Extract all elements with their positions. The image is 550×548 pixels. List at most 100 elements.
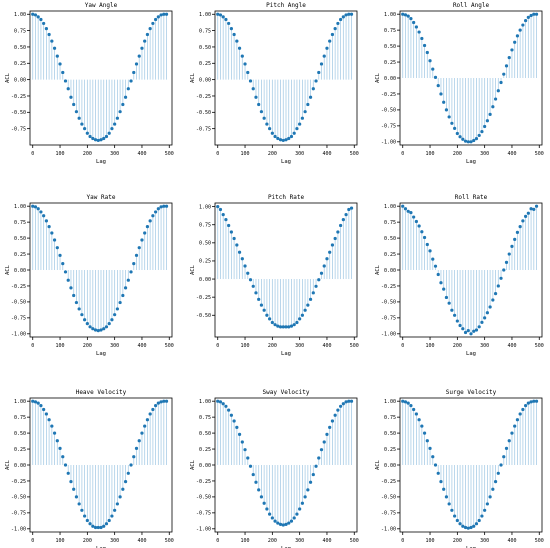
heave-velocity-point xyxy=(143,424,147,428)
yaw-angle-point xyxy=(148,27,152,31)
heave-velocity-ytick-label: 0.75 xyxy=(14,415,26,421)
sway-velocity-ylabel: ACL xyxy=(190,459,196,470)
yaw-rate-point xyxy=(50,231,54,235)
surge-velocity-ytick-label: -0.75 xyxy=(381,511,396,517)
sway-velocity-xtick-label: 100 xyxy=(241,538,250,544)
roll-rate-ytick-label: -0.75 xyxy=(381,316,396,322)
yaw-rate-point xyxy=(93,328,98,332)
roll-rate-point xyxy=(493,292,498,296)
pitch-rate-point xyxy=(325,257,329,261)
roll-angle-point xyxy=(513,40,517,44)
pitch-rate-point xyxy=(317,278,321,282)
pitch-rate-point xyxy=(336,230,340,234)
yaw-angle-point xyxy=(39,17,43,22)
sway-velocity-point xyxy=(237,432,242,436)
surge-velocity-point xyxy=(453,514,457,518)
yaw-rate-point xyxy=(36,207,40,211)
pitch-rate-xlabel: Lag xyxy=(281,351,291,357)
roll-rate-point xyxy=(433,264,438,268)
heave-velocity-point xyxy=(151,407,155,412)
yaw-rate-xtick-label: 100 xyxy=(56,343,65,349)
heave-velocity-point xyxy=(164,399,169,403)
yaw-rate-ylabel: ACL xyxy=(5,264,11,275)
pitch-rate-point xyxy=(218,207,223,212)
roll-angle-point xyxy=(458,135,462,139)
yaw-rate-point xyxy=(61,262,65,266)
yaw-rate-point xyxy=(85,322,89,326)
yaw-rate-point xyxy=(74,300,79,305)
sway-velocity-point xyxy=(259,495,264,499)
surge-velocity-xtick-label: 100 xyxy=(426,538,435,544)
yaw-rate-point xyxy=(132,262,136,266)
surge-velocity-point xyxy=(406,401,410,405)
heave-velocity-point xyxy=(36,401,40,405)
sway-velocity-point xyxy=(330,419,335,423)
pitch-rate-point xyxy=(240,257,244,261)
heave-velocity-point xyxy=(118,495,122,499)
yaw-angle-point xyxy=(123,95,128,99)
sway-velocity-point xyxy=(251,472,255,477)
roll-rate-point xyxy=(463,330,468,335)
roll-rate-point xyxy=(453,313,457,317)
roll-angle-ytick-label: -0.75 xyxy=(381,124,396,130)
yaw-angle-point xyxy=(93,138,98,142)
surge-velocity-point xyxy=(488,495,492,499)
surge-velocity-ytick-label: 0.50 xyxy=(384,431,396,437)
roll-angle-point xyxy=(431,67,435,71)
sway-velocity-point xyxy=(257,488,261,492)
yaw-angle-point xyxy=(33,13,38,17)
surge-velocity-xtick-label: 200 xyxy=(453,538,462,544)
yaw-rate-point xyxy=(159,205,163,209)
yaw-angle-ytick-label: 0.75 xyxy=(14,28,26,34)
yaw-rate-point xyxy=(72,293,76,298)
pitch-rate-point xyxy=(246,271,250,275)
surge-velocity-point xyxy=(483,508,487,512)
pitch-angle-point xyxy=(218,13,223,17)
pitch-angle-point xyxy=(259,110,264,114)
pitch-rate-point xyxy=(289,324,294,328)
surge-velocity-xtick-label: 300 xyxy=(480,538,489,544)
yaw-angle-point xyxy=(83,127,87,131)
pitch-rate-point xyxy=(216,205,220,209)
roll-rate-ytick-label: 0.75 xyxy=(384,220,396,226)
yaw-rate-xtick-label: 200 xyxy=(83,343,92,349)
roll-angle-point xyxy=(493,97,498,101)
roll-angle-point xyxy=(504,64,509,68)
pitch-rate-point xyxy=(281,325,285,329)
pitch-rate-point xyxy=(227,223,231,228)
roll-angle-xtick-label: 300 xyxy=(480,151,489,157)
pitch-rate-point xyxy=(273,323,277,327)
roll-angle-point xyxy=(428,59,432,63)
roll-rate-point xyxy=(401,204,405,208)
surge-velocity-point xyxy=(469,525,473,530)
yaw-angle-ytick-label: -0.75 xyxy=(11,126,26,132)
surge-velocity-point xyxy=(502,455,506,459)
yaw-rate-point xyxy=(126,278,130,282)
yaw-rate-point xyxy=(151,214,155,218)
sway-velocity-ytick-label: -0.50 xyxy=(196,495,211,501)
yaw-rate-ytick-label: 0.50 xyxy=(14,236,26,242)
sway-velocity-point xyxy=(322,440,326,444)
roll-rate-ytick-label: -0.25 xyxy=(381,284,396,290)
pitch-rate-point xyxy=(311,291,315,295)
heave-velocity-point xyxy=(154,404,158,408)
yaw-angle-point xyxy=(74,110,79,114)
pitch-rate-point xyxy=(243,264,247,268)
pitch-angle-point xyxy=(341,15,345,19)
yaw-angle-xtick-label: 500 xyxy=(165,151,174,157)
surge-velocity-ylabel: ACL xyxy=(375,459,381,470)
yaw-rate-point xyxy=(107,322,111,326)
roll-rate-point xyxy=(469,332,473,336)
heave-velocity-panel: 0 100 200 300 400 500 1.00 0.75 0.50 0.25 0.00 -0.2… xyxy=(5,389,174,548)
roll-rate-point xyxy=(485,311,489,315)
yaw-angle-ytick-label: 0.25 xyxy=(14,61,26,67)
roll-rate-ytick-label: -1.00 xyxy=(381,332,396,338)
pitch-rate-point xyxy=(328,250,332,254)
surge-velocity-ytick-label: -0.50 xyxy=(381,495,396,501)
surge-velocity-point xyxy=(401,399,405,403)
roll-angle-xtick-label: 100 xyxy=(426,151,435,157)
pitch-rate-point xyxy=(237,250,242,254)
surge-velocity-point xyxy=(409,404,413,408)
roll-angle-point xyxy=(450,121,454,125)
yaw-rate-point xyxy=(88,325,92,329)
